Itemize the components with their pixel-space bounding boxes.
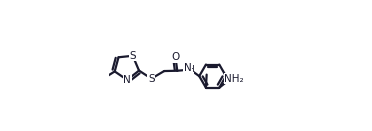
Text: N: N [123,75,131,85]
Text: S: S [129,51,136,61]
Text: NH₂: NH₂ [224,74,244,84]
Text: S: S [148,74,155,84]
Text: N: N [184,63,192,73]
Text: O: O [171,52,180,62]
Text: H: H [187,65,194,74]
